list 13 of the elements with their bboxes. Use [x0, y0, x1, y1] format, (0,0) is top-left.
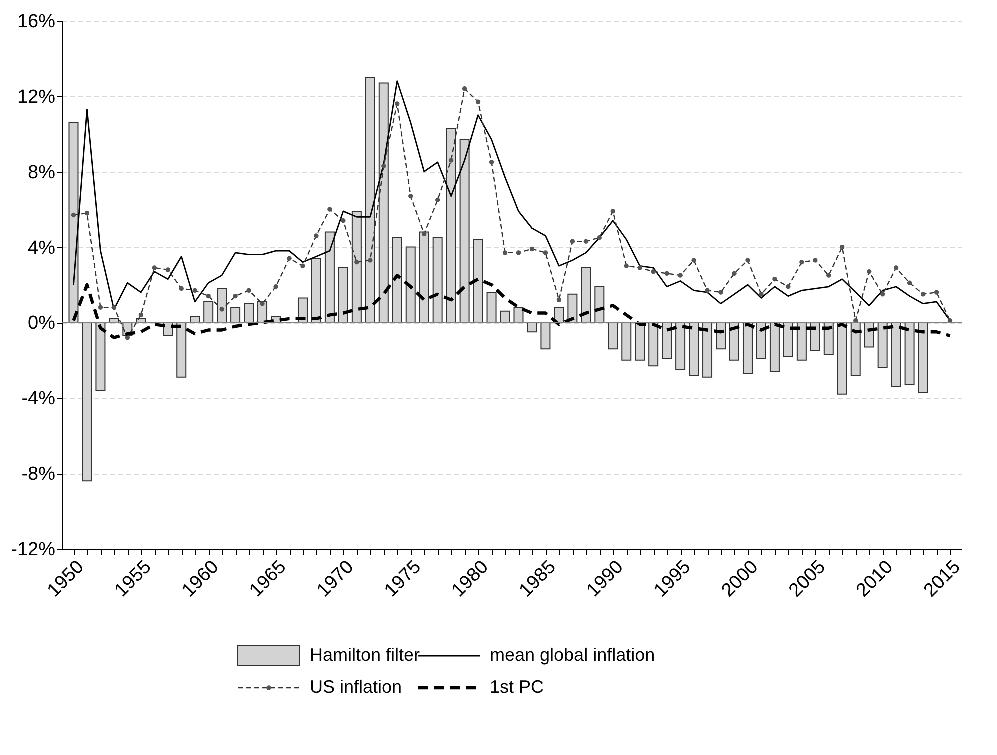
y-tick-label: 0%	[28, 313, 56, 334]
y-tick-label: -8%	[22, 464, 56, 486]
y-tick-label: 16%	[17, 12, 56, 32]
legend-label: Hamilton filter	[310, 645, 420, 665]
line-series	[72, 274, 952, 340]
y-tick-label: -4%	[22, 388, 56, 410]
y-tick-label: 8%	[28, 162, 56, 184]
y-tick-label: -12%	[11, 540, 56, 560]
y-tick-label: 12%	[17, 86, 56, 108]
legend-label: 1st PC	[490, 677, 544, 697]
legend-label: US inflation	[310, 677, 402, 697]
legend-label: mean global inflation	[490, 645, 656, 665]
y-tick-label: 4%	[28, 238, 56, 259]
